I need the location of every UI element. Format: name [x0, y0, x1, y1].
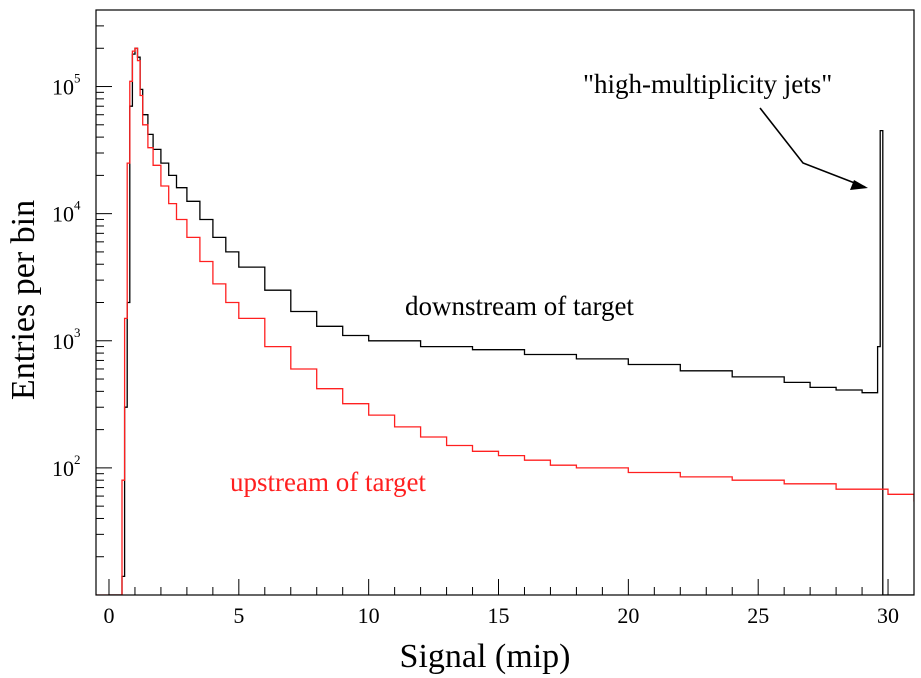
- x-tick-label: 5: [233, 603, 244, 628]
- annotation-downstream-label: downstream of target: [405, 291, 634, 321]
- x-axis-title: Signal (mip): [400, 638, 571, 675]
- x-tick-label: 25: [747, 603, 769, 628]
- y-tick-label: 104: [52, 198, 81, 227]
- y-tick-label: 103: [52, 325, 81, 354]
- x-tick-label: 20: [617, 603, 639, 628]
- annotation-arrow-line: [759, 107, 866, 188]
- x-tick-label: 30: [877, 603, 899, 628]
- annotation-upstream-label: upstream of target: [230, 467, 426, 497]
- x-tick-label: 0: [103, 603, 114, 628]
- annotation-arrow-head: [850, 180, 868, 190]
- annotation-arrow: [759, 107, 868, 190]
- y-tick-label: 102: [52, 452, 81, 481]
- annotation-jets-label: "high-multiplicity jets": [583, 69, 832, 99]
- series-upstream-line: [96, 47, 914, 595]
- x-tick-label: 15: [488, 603, 510, 628]
- x-tick-label: 10: [358, 603, 380, 628]
- y-axis-title: Entries per bin: [5, 200, 42, 400]
- y-tick-label: 105: [52, 71, 81, 100]
